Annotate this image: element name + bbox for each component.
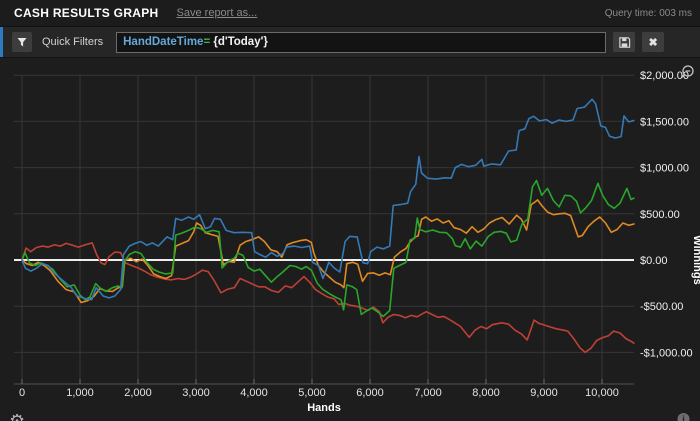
info-icon-glyph[interactable]: i [682, 415, 685, 421]
left-accent-strip [0, 27, 3, 57]
y-tick-label: $0.00 [640, 255, 668, 267]
y-tick-label: $2,000.00 [640, 70, 689, 82]
x-tick-label: 0 [19, 387, 25, 399]
clear-filter-button[interactable]: ✖ [642, 32, 665, 52]
x-tick-label: 5,000 [298, 387, 326, 399]
title-bar: CASH RESULTS GRAPH Save report as... Que… [0, 0, 700, 26]
save-icon [618, 36, 630, 48]
y-tick-label: -$1,000.00 [640, 347, 693, 359]
settings-gear-icon[interactable]: ⚙ [9, 411, 25, 421]
zoom-magnifier-icon[interactable] [682, 65, 694, 77]
x-tick-label: 2,000 [124, 387, 152, 399]
y-tick-label: $1,500.00 [640, 116, 689, 128]
info-icon[interactable] [677, 413, 690, 421]
series-blue-line [21, 98, 635, 301]
filter-expression-input[interactable]: HandDateTime = {d'Today'} [116, 31, 607, 53]
zoom-magnifier-handle[interactable] [680, 74, 685, 79]
x-tick-label: 8,000 [472, 387, 500, 399]
save-report-link[interactable]: Save report as... [176, 7, 258, 19]
y-axis-title: Winnings [691, 235, 700, 284]
query-time-label: Query time: 003 ms [604, 7, 692, 19]
x-tick-label: 1,000 [66, 387, 94, 399]
filter-value: {d'Today'} [210, 36, 268, 48]
x-tick-label: 9,000 [530, 387, 558, 399]
save-filter-button[interactable] [613, 32, 636, 52]
results-chart[interactable]: 0 1,000 2,000 3,000 4,000 5,000 6,000 7,000 8,00… [0, 58, 700, 421]
filter-button[interactable] [12, 32, 32, 52]
filter-operator: = [203, 36, 211, 48]
page-title: CASH RESULTS GRAPH [14, 6, 159, 20]
y-tick-label: $500.00 [640, 209, 680, 221]
quick-filters-label: Quick Filters [42, 36, 104, 48]
close-icon: ✖ [648, 36, 658, 49]
series-green-line [21, 179, 635, 318]
x-tick-label: 10,000 [585, 387, 619, 399]
cash-results-graph-panel: 0 1,000 2,000 3,000 4,000 5,000 6,000 7,000 8,00… [0, 58, 700, 421]
x-axis-title: Hands [307, 402, 341, 414]
funnel-icon [17, 38, 27, 47]
x-tick-label: 3,000 [182, 387, 210, 399]
filter-field: HandDateTime [123, 36, 204, 48]
x-tick-label: 7,000 [414, 387, 442, 399]
quick-filter-bar: Quick Filters HandDateTime = {d'Today'} ✖ [0, 26, 700, 58]
series-orange-line [21, 199, 635, 304]
y-tick-label: $1,000.00 [640, 163, 689, 175]
series-red-line [21, 242, 635, 354]
y-tick-label: -$500.00 [640, 301, 683, 313]
x-tick-label: 6,000 [356, 387, 384, 399]
x-tick-label: 4,000 [240, 387, 268, 399]
